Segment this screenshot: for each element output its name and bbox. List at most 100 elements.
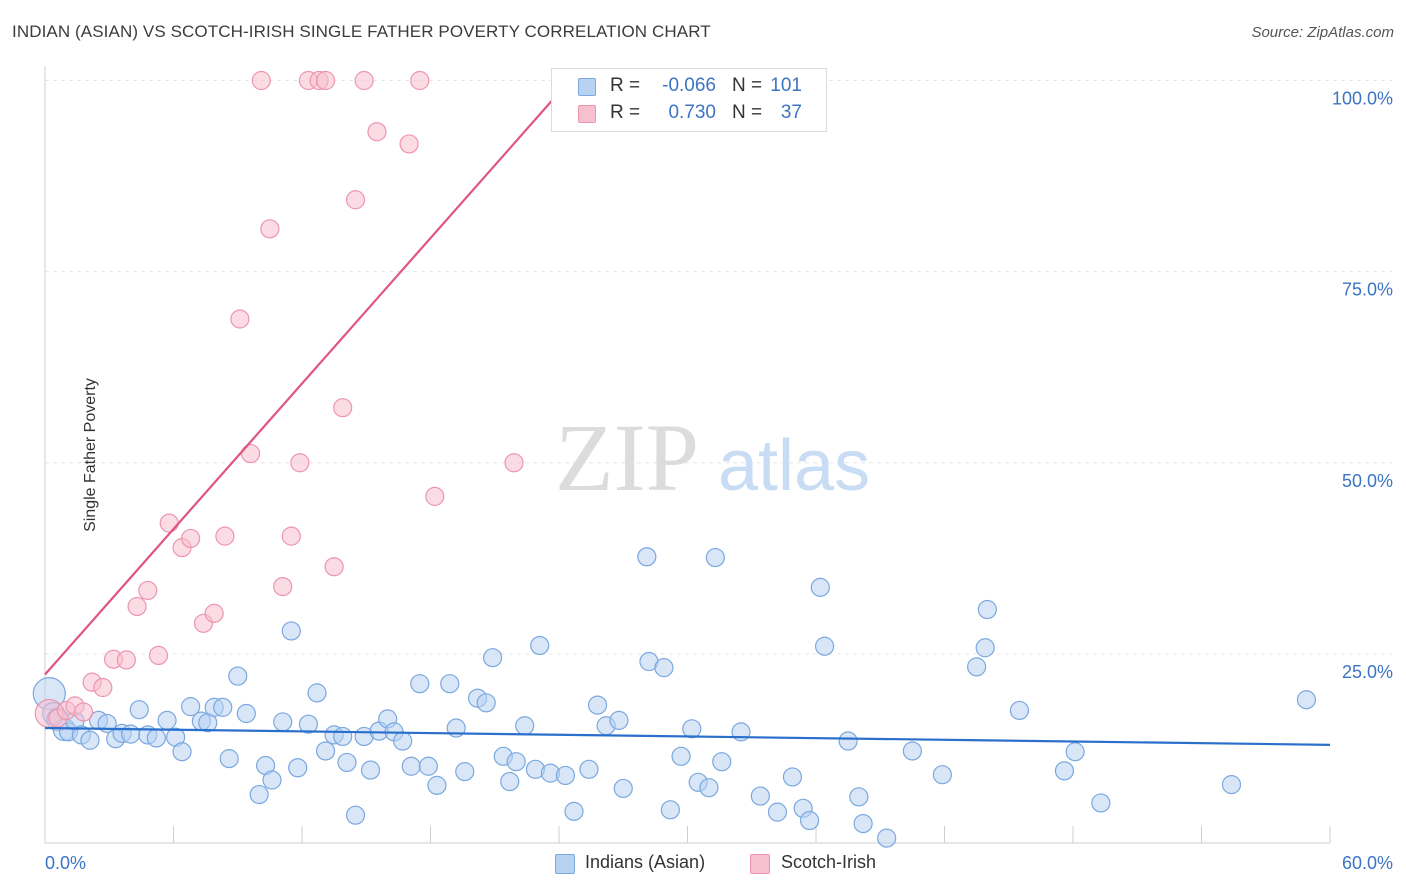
- scotch-irish-point: [315, 70, 336, 91]
- indians-asian-point: [455, 762, 475, 782]
- indians-asian-point: [564, 801, 584, 821]
- indians-asian-point: [1296, 690, 1317, 710]
- indians-asian-point: [767, 802, 788, 822]
- scotch-irish-point: [354, 70, 374, 91]
- scotch-irish-point: [230, 309, 250, 329]
- r-label: R =: [610, 75, 641, 96]
- indians-asian-point: [975, 638, 995, 658]
- scotch-irish-point: [345, 190, 366, 210]
- indians-asian-point: [750, 786, 770, 806]
- n-label: N =: [732, 102, 763, 123]
- scotch-irish-point: [399, 134, 419, 154]
- indians-asian-point: [172, 742, 192, 762]
- indians-asian-point: [333, 726, 353, 747]
- indians-asian-point: [699, 778, 719, 798]
- scotch-irish-point: [215, 526, 235, 546]
- scotch-irish-point: [333, 398, 353, 418]
- indians-asian-point: [345, 805, 366, 825]
- r-label: R =: [610, 102, 641, 123]
- indians-asian-point: [814, 636, 835, 656]
- indians-asian-point: [609, 710, 629, 730]
- grid-lines: [45, 80, 1392, 655]
- series-legend: Indians (Asian) Scotch-Irish: [0, 852, 1406, 878]
- y-tick-label: 100.0%: [1332, 89, 1393, 109]
- indians-asian-point: [967, 657, 987, 677]
- blue-swatch: [578, 78, 596, 96]
- scotch-irish-point: [159, 513, 179, 533]
- indians-asian-point: [637, 547, 657, 567]
- watermark-zip: ZIP: [555, 404, 699, 511]
- pink-swatch: [750, 854, 770, 874]
- indians-asian-point: [121, 724, 141, 744]
- legend-label: Scotch-Irish: [781, 852, 877, 872]
- indians-asian-point: [262, 770, 282, 790]
- scotch-irish-point: [116, 650, 136, 670]
- indians-asian-point: [393, 731, 413, 751]
- scotch-irish-point: [148, 645, 169, 666]
- indians-asian-point: [129, 700, 149, 720]
- indians-asian-point: [228, 666, 248, 686]
- indians-asian-point: [360, 760, 381, 780]
- legend-label: Indians (Asian): [585, 852, 706, 872]
- r-value: 0.730: [668, 102, 716, 123]
- indians-asian-point: [555, 765, 576, 786]
- indians-asian-point: [654, 658, 674, 678]
- legend-row-blue: R = -0.066 N = 101: [552, 73, 826, 99]
- indians-asian-point: [213, 697, 233, 717]
- indians-asian-point: [410, 674, 430, 694]
- indians-asian-point: [902, 741, 922, 761]
- scotch-irish-point: [367, 122, 387, 142]
- indians-asian-point: [273, 712, 293, 732]
- indians-asian-point: [506, 752, 526, 772]
- chart-title: INDIAN (ASIAN) VS SCOTCH-IRISH SINGLE FA…: [12, 22, 711, 41]
- indians-asian-point: [80, 730, 100, 750]
- indians-asian-point: [671, 746, 691, 766]
- scotch-irish-point: [281, 526, 301, 546]
- indians-asian-point: [705, 547, 725, 568]
- scotch-irish-point: [504, 453, 524, 473]
- n-value: 37: [780, 102, 802, 123]
- indians-asian-point: [712, 752, 732, 772]
- indians-asian-point: [181, 697, 201, 717]
- indians-asian-point: [298, 714, 319, 734]
- indians-asian-point: [515, 716, 535, 736]
- scotch-irish-point: [324, 557, 344, 577]
- indians-asian-point: [1221, 775, 1242, 795]
- indians-asian-point: [315, 741, 336, 761]
- indians-asian-point: [157, 710, 177, 730]
- indians-asian-point: [932, 765, 952, 785]
- indians-asian-trend-line: [44, 726, 1331, 746]
- scotch-irish-point: [273, 576, 293, 597]
- y-tick-label: 50.0%: [1342, 471, 1393, 491]
- scotch-irish-point: [181, 528, 201, 549]
- indians-asian-point: [249, 784, 269, 805]
- scotch-irish-point: [93, 677, 113, 698]
- indians-asian-point: [440, 674, 460, 694]
- y-tick-label: 25.0%: [1342, 662, 1393, 682]
- blue-swatch: [555, 854, 575, 874]
- scotch-irish-point: [290, 453, 310, 473]
- indians-asian-point: [849, 787, 869, 807]
- indians-asian-point: [476, 693, 496, 713]
- scotch-irish-point: [138, 580, 158, 601]
- x-tick-label-min: 0.0%: [45, 853, 86, 873]
- indians-asian-point: [146, 728, 166, 748]
- indians-asian-point: [613, 778, 633, 799]
- y-axis-label: Single Father Poverty: [81, 378, 99, 532]
- indians-asian-point: [579, 759, 599, 779]
- indians-asian-point: [1009, 700, 1030, 721]
- series-scotch-irish-points: [34, 70, 524, 729]
- r-value: -0.066: [662, 75, 716, 96]
- indians-asian-point: [799, 810, 820, 831]
- x-tick-label-max: 60.0%: [1342, 853, 1393, 873]
- trend-lines: [44, 79, 1331, 746]
- indians-asian-point: [1054, 761, 1075, 781]
- indians-asian-point: [853, 813, 873, 834]
- indians-asian-point: [236, 703, 256, 724]
- indians-asian-point: [288, 758, 308, 778]
- indians-asian-point: [682, 719, 702, 739]
- indians-asian-point: [977, 599, 997, 620]
- scotch-irish-point: [410, 70, 430, 91]
- scotch-irish-point: [260, 219, 280, 239]
